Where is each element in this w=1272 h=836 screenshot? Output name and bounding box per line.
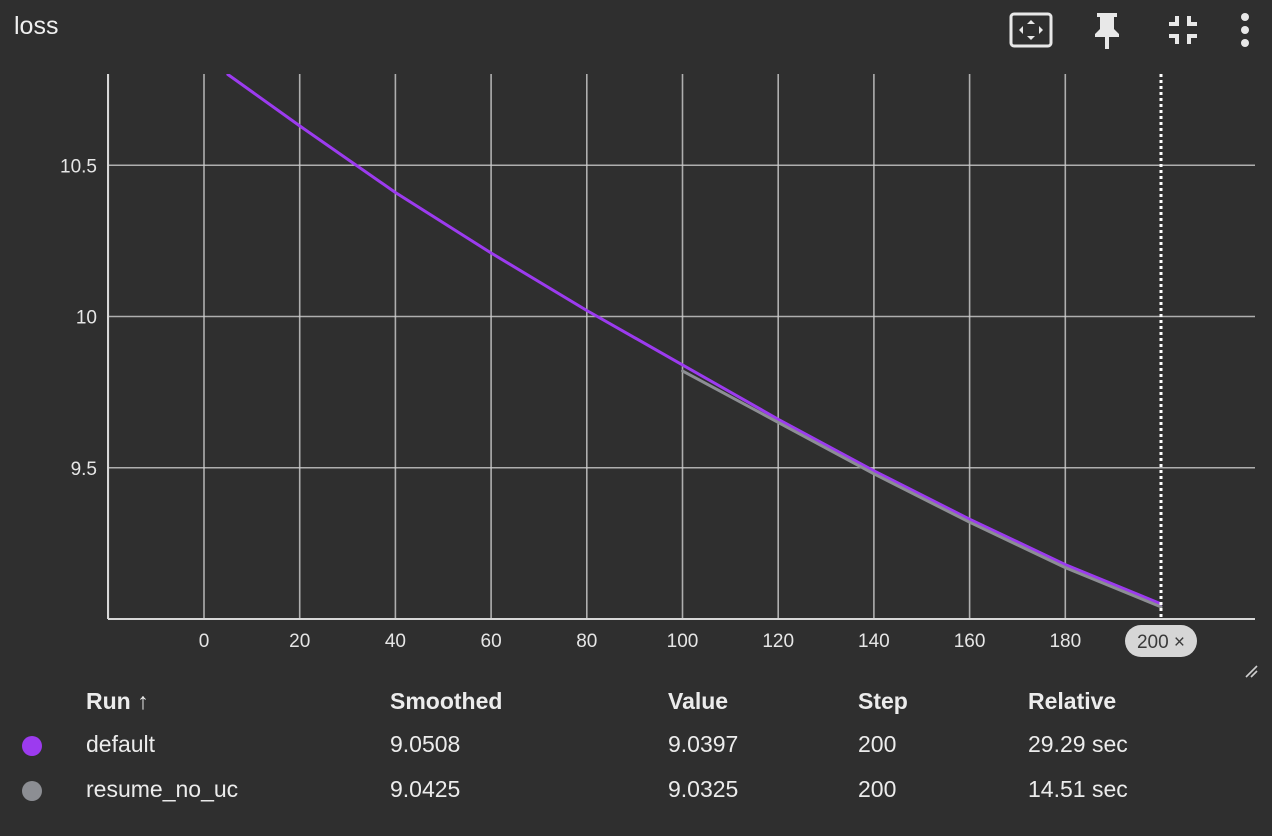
raw-value: 9.0397 bbox=[668, 731, 739, 757]
run-name: resume_no_uc bbox=[86, 776, 239, 802]
more-options-button[interactable] bbox=[1230, 8, 1260, 52]
y-tick-label: 10 bbox=[76, 308, 97, 329]
pin-icon bbox=[1095, 13, 1119, 49]
x-tick-label: 60 bbox=[481, 631, 502, 652]
header-relative[interactable]: Relative bbox=[1028, 687, 1117, 714]
header-run[interactable]: Run ↑ bbox=[86, 687, 149, 714]
loss-chart[interactable]: 0 20 40 60 80 100 120 140 160 180 10.5 10 9.5 200 × bbox=[0, 60, 1272, 670]
header-step[interactable]: Step bbox=[858, 687, 908, 714]
relative-time: 14.51 sec bbox=[1028, 776, 1128, 802]
raw-value: 9.0325 bbox=[668, 776, 739, 802]
run-name: default bbox=[86, 731, 156, 757]
chart-axes: 0 20 40 60 80 100 120 140 160 180 10.5 10 9.5 bbox=[60, 74, 1255, 652]
x-tick-label: 100 bbox=[667, 631, 699, 652]
collapse-button[interactable] bbox=[1154, 8, 1212, 52]
fit-to-data-icon bbox=[1009, 12, 1053, 48]
header-color bbox=[0, 680, 86, 722]
chart-series bbox=[226, 74, 1163, 609]
step-value: 200 bbox=[858, 776, 897, 802]
chart-grid bbox=[107, 74, 1255, 619]
more-vert-icon bbox=[1241, 13, 1249, 47]
smoothed-value: 9.0425 bbox=[390, 776, 461, 802]
chart-toolbar bbox=[1002, 8, 1260, 52]
cursor-chip[interactable] bbox=[1125, 625, 1197, 657]
relative-time: 29.29 sec bbox=[1028, 731, 1128, 757]
x-tick-label: 40 bbox=[385, 631, 406, 652]
header-smoothed[interactable]: Smoothed bbox=[390, 687, 503, 714]
series-line-default bbox=[226, 74, 1163, 606]
x-tick-label: 0 bbox=[199, 631, 210, 652]
x-tick-label: 120 bbox=[762, 631, 794, 652]
runs-table: Run ↑ Smoothed Value Step Relative defau… bbox=[0, 680, 1268, 812]
table-row[interactable]: resume_no_uc 9.0425 9.0325 200 14.51 sec bbox=[0, 767, 1268, 812]
table-row[interactable]: default 9.0508 9.0397 200 29.29 sec bbox=[0, 722, 1268, 767]
fit-to-data-button[interactable] bbox=[1002, 8, 1060, 52]
pin-button[interactable] bbox=[1078, 8, 1136, 52]
step-cursor[interactable]: 200 × bbox=[1125, 74, 1197, 657]
run-color-dot bbox=[22, 780, 42, 801]
x-tick-label: 20 bbox=[289, 631, 310, 652]
cursor-label: 200 × bbox=[1137, 632, 1185, 653]
x-tick-label: 160 bbox=[954, 631, 986, 652]
y-tick-label: 10.5 bbox=[60, 156, 97, 177]
series-line-resume_no_uc bbox=[681, 369, 1163, 609]
y-tick-label: 9.5 bbox=[71, 459, 97, 480]
x-tick-label: 80 bbox=[576, 631, 597, 652]
x-tick-label: 140 bbox=[858, 631, 890, 652]
run-color-dot bbox=[22, 735, 42, 756]
header-value[interactable]: Value bbox=[668, 687, 729, 714]
resize-handle-icon[interactable] bbox=[1244, 664, 1258, 678]
x-tick-label: 180 bbox=[1049, 631, 1081, 652]
step-value: 200 bbox=[858, 731, 897, 757]
smoothed-value: 9.0508 bbox=[390, 731, 461, 757]
collapse-icon bbox=[1169, 16, 1197, 44]
chart-title: loss bbox=[14, 12, 59, 40]
table-header-row: Run ↑ Smoothed Value Step Relative bbox=[0, 680, 1268, 722]
